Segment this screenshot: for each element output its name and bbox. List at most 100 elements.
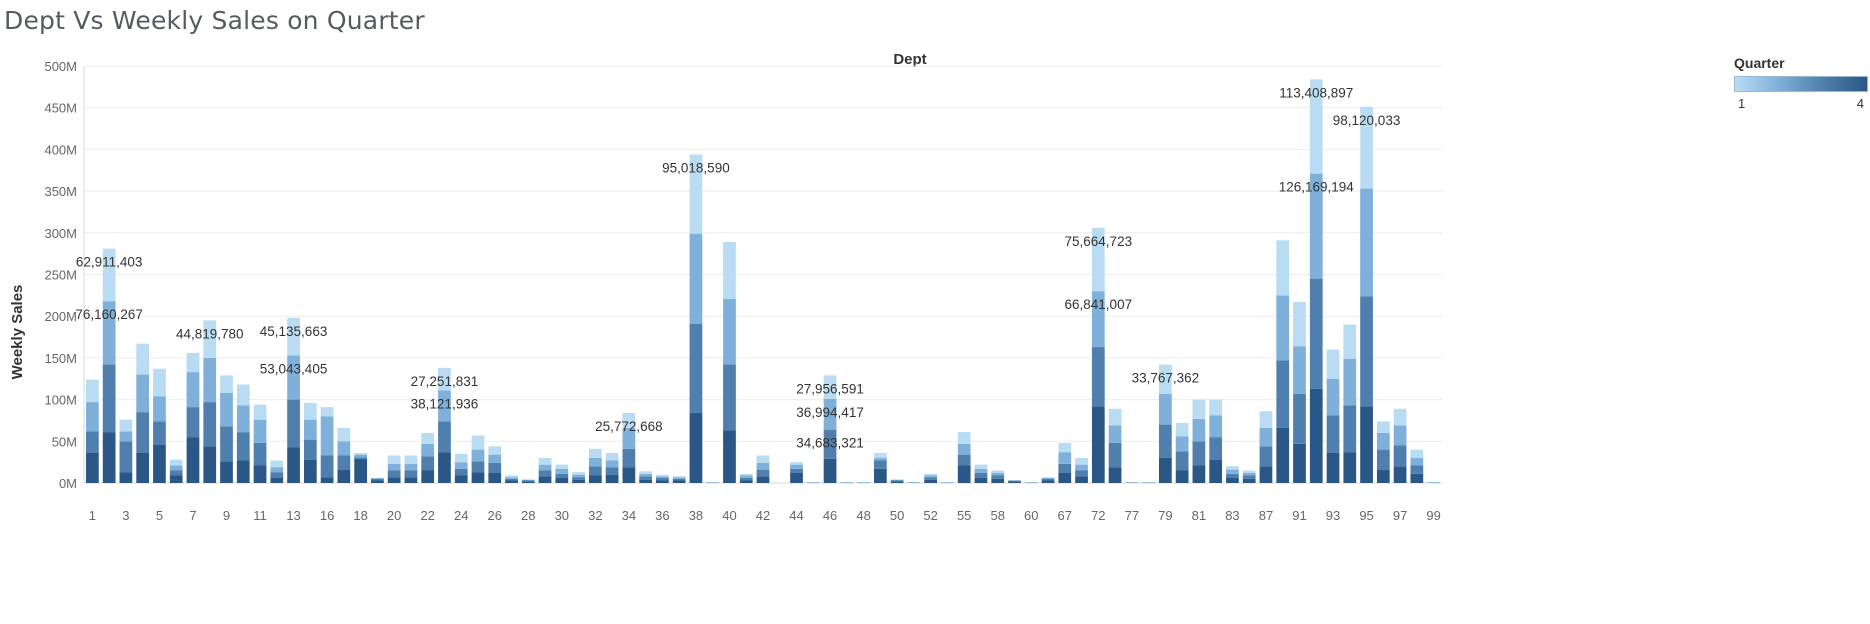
data-label: 126,169,194 [1279,180,1355,195]
bar-segment-q2-dept-91 [1293,346,1306,394]
bar-segment-q3-dept-96 [1376,449,1390,470]
bar-segment-q3-dept-5 [153,421,166,445]
bar-segment-q2-dept-16 [320,416,334,456]
bar-segment-q4-dept-8 [203,446,217,483]
bar-segment-q4-dept-67 [1058,472,1072,483]
bar-segment-q2-dept-1 [86,402,99,432]
bar-segment-q4-dept-95 [1360,406,1373,483]
bar-segment-q2-dept-74 [1108,425,1122,443]
y-tick-label: 350M [44,184,77,199]
bar-segment-q4-dept-49 [873,468,887,483]
data-label: 33,767,362 [1132,371,1200,386]
x-tick-label: 3 [122,508,129,523]
y-tick-label: 300M [44,226,77,241]
bar-segment-q3-dept-22 [421,456,435,471]
bar-segment-q1-dept-52 [924,473,938,476]
y-tick-label: 450M [44,101,77,116]
bar-segment-q4-dept-50 [890,481,904,483]
bar-segment-q4-dept-90 [1276,427,1290,483]
bar-segment-q2-dept-29 [538,464,552,471]
bar-segment-q4-dept-58 [991,478,1005,483]
bar-segment-q4-dept-18 [354,458,368,483]
bar-segment-q2-dept-98 [1410,457,1424,466]
bar-segment-q1-dept-87 [1259,411,1273,428]
bar-segment-q3-dept-79 [1158,424,1172,458]
bar-segment-q3-dept-38 [689,323,703,413]
bar-segment-q3-dept-11 [253,442,267,466]
bar-segment-q3-dept-85 [1242,475,1256,479]
bar-segment-q1-dept-2 [102,248,116,302]
bar-segment-q3-dept-40 [723,364,736,431]
bar-segment-q2-dept-39 [706,482,720,483]
legend-min-label: 1 [1738,96,1746,111]
bar-segment-q1-dept-6 [169,459,183,466]
x-tick-label: 7 [189,508,196,523]
bar-segment-q2-dept-99 [1427,482,1440,483]
bar-segment-q1-dept-85 [1242,470,1256,473]
y-axis-label: Weekly Sales [9,285,26,380]
bar-segment-q3-dept-56 [974,472,988,478]
bar-segment-q2-dept-81 [1192,418,1206,442]
bar-segment-q3-dept-35 [639,476,653,480]
bar-segment-q1-dept-10 [236,384,250,406]
bar-segment-q1-dept-37 [672,476,686,478]
data-label: 34,683,321 [796,436,864,451]
bar-segment-q4-dept-9 [220,461,233,483]
bar-segment-q4-dept-92 [1309,388,1323,483]
bar-segment-q2-dept-72 [1091,291,1105,348]
x-tick-label: 46 [823,508,837,523]
bar-segment-q1-dept-14 [303,402,317,420]
bar-segment-q1-dept-1 [86,379,99,403]
x-tick-label: 20 [387,508,401,523]
bar-segment-q4-dept-96 [1376,469,1390,483]
bar-segment-q1-dept-71 [1075,457,1088,465]
bar-segment-q3-dept-87 [1259,446,1273,467]
bar-segment-q1-dept-67 [1058,442,1072,453]
bar-segment-q3-dept-31 [572,477,585,480]
bar-segment-q1-dept-35 [639,471,653,474]
bar-segment-q2-dept-65 [1041,477,1055,479]
bar-segment-q2-dept-44 [790,464,803,469]
data-label: 36,994,417 [796,405,864,420]
bar-segment-q2-dept-10 [236,405,250,433]
bar-segment-q4-dept-27 [505,480,518,483]
bar-segment-q3-dept-18 [354,457,368,459]
bar-segment-q4-dept-38 [689,412,703,483]
x-tick-label: 9 [223,508,230,523]
data-label: 66,841,007 [1065,297,1133,312]
x-tick-label: 32 [588,508,602,523]
bar-segment-q2-dept-25 [471,449,485,462]
x-tick-label: 87 [1259,508,1273,523]
bar-segment-q4-dept-85 [1242,478,1256,483]
bar-segment-q2-dept-23 [438,390,451,422]
bar-segment-q2-dept-48 [857,482,870,483]
bar-segment-q2-dept-82 [1209,415,1223,438]
x-tick-label: 30 [555,508,569,523]
bar-segment-q1-dept-18 [354,452,368,455]
bar-segment-q1-dept-56 [974,464,988,469]
bar-segment-q4-dept-13 [287,447,300,483]
bar-segment-q1-dept-55 [957,432,971,444]
bar-segment-q3-dept-95 [1360,296,1373,407]
bar-segment-q2-dept-12 [270,467,284,473]
bar-segment-q2-dept-97 [1393,425,1407,446]
x-tick-label: 99 [1426,508,1440,523]
bar-segment-q3-dept-36 [656,477,669,481]
bar-segment-q4-dept-87 [1259,466,1273,483]
bar-segment-q2-dept-11 [253,419,267,443]
bar-segment-q4-dept-29 [538,476,552,483]
legend: Quarter 1 4 [1734,55,1868,111]
bar-segment-q3-dept-29 [538,470,552,477]
x-tick-label: 44 [789,508,803,523]
bar-segment-q1-dept-26 [488,446,502,455]
bar-segment-q4-dept-98 [1410,473,1424,483]
bar-segment-q2-dept-92 [1309,173,1323,279]
bar-segment-q4-dept-34 [622,467,636,483]
x-tick-label: 40 [722,508,736,523]
bar-segment-q4-dept-2 [102,432,116,483]
bar-segment-q4-dept-23 [438,452,451,483]
bar-segment-q2-dept-83 [1226,469,1239,474]
bar-segment-q1-dept-79 [1158,364,1172,394]
bar-segment-q3-dept-20 [387,470,401,478]
